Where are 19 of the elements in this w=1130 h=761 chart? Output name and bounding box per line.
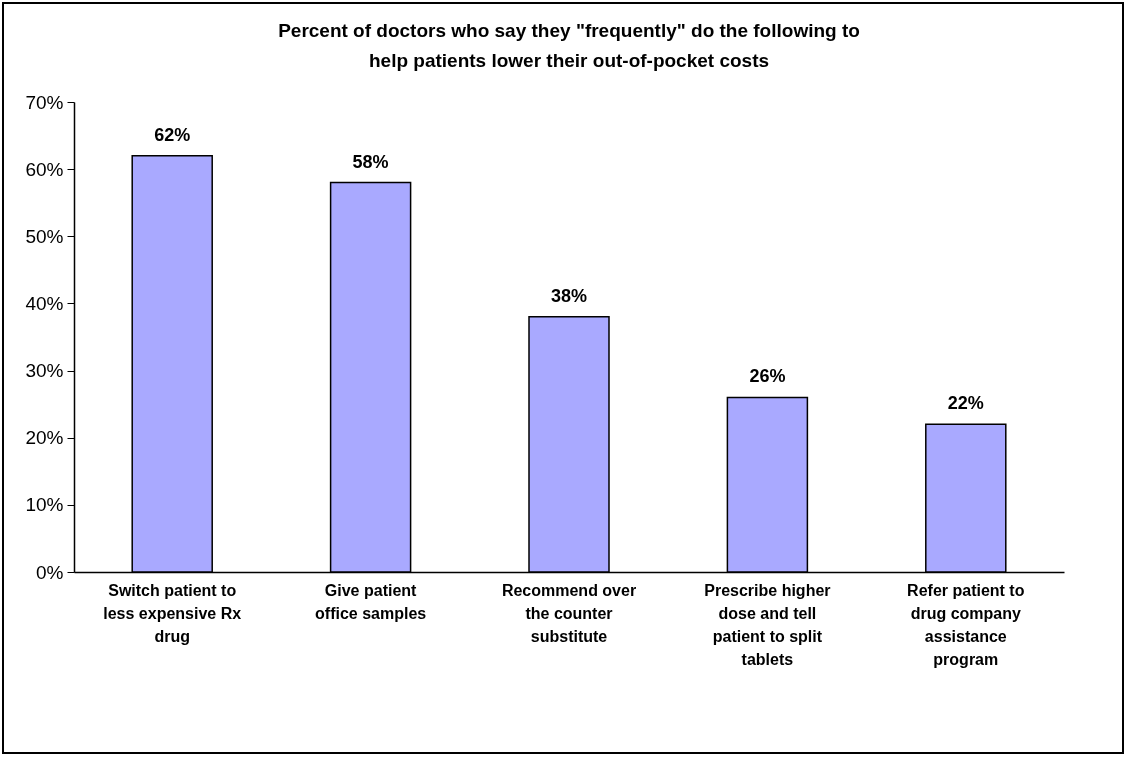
x-tick-label: Switch patient to less expensive Rx drug [103,581,242,645]
x-tick-label: Prescribe higher dose and tell patient to split tablets [704,581,831,668]
x-tick-label: Give patient office samples [315,581,427,622]
x-tick-label: Refer patient to drug company assistance program [907,581,1025,668]
data-label: 26% [749,366,786,387]
y-tick-label: 20% [25,427,64,449]
y-tick-label: 0% [36,561,64,583]
data-label: 62% [154,124,191,145]
y-tick-label: 60% [25,158,64,180]
data-label: 58% [352,151,389,172]
data-label: 22% [947,393,984,414]
data-label: 38% [550,285,588,306]
y-tick-label: 40% [25,292,64,314]
y-tick-label: 50% [25,225,64,247]
x-tick-label: Recommend over the counter substitute [501,581,637,645]
y-tick-label: 30% [25,360,64,382]
y-tick-label: 70% [25,91,64,113]
chart-title: Percent of doctors who say they "frequently" do the following to help patients lower their out-of-pocket costs [278,20,860,71]
y-tick-label: 10% [25,494,64,516]
